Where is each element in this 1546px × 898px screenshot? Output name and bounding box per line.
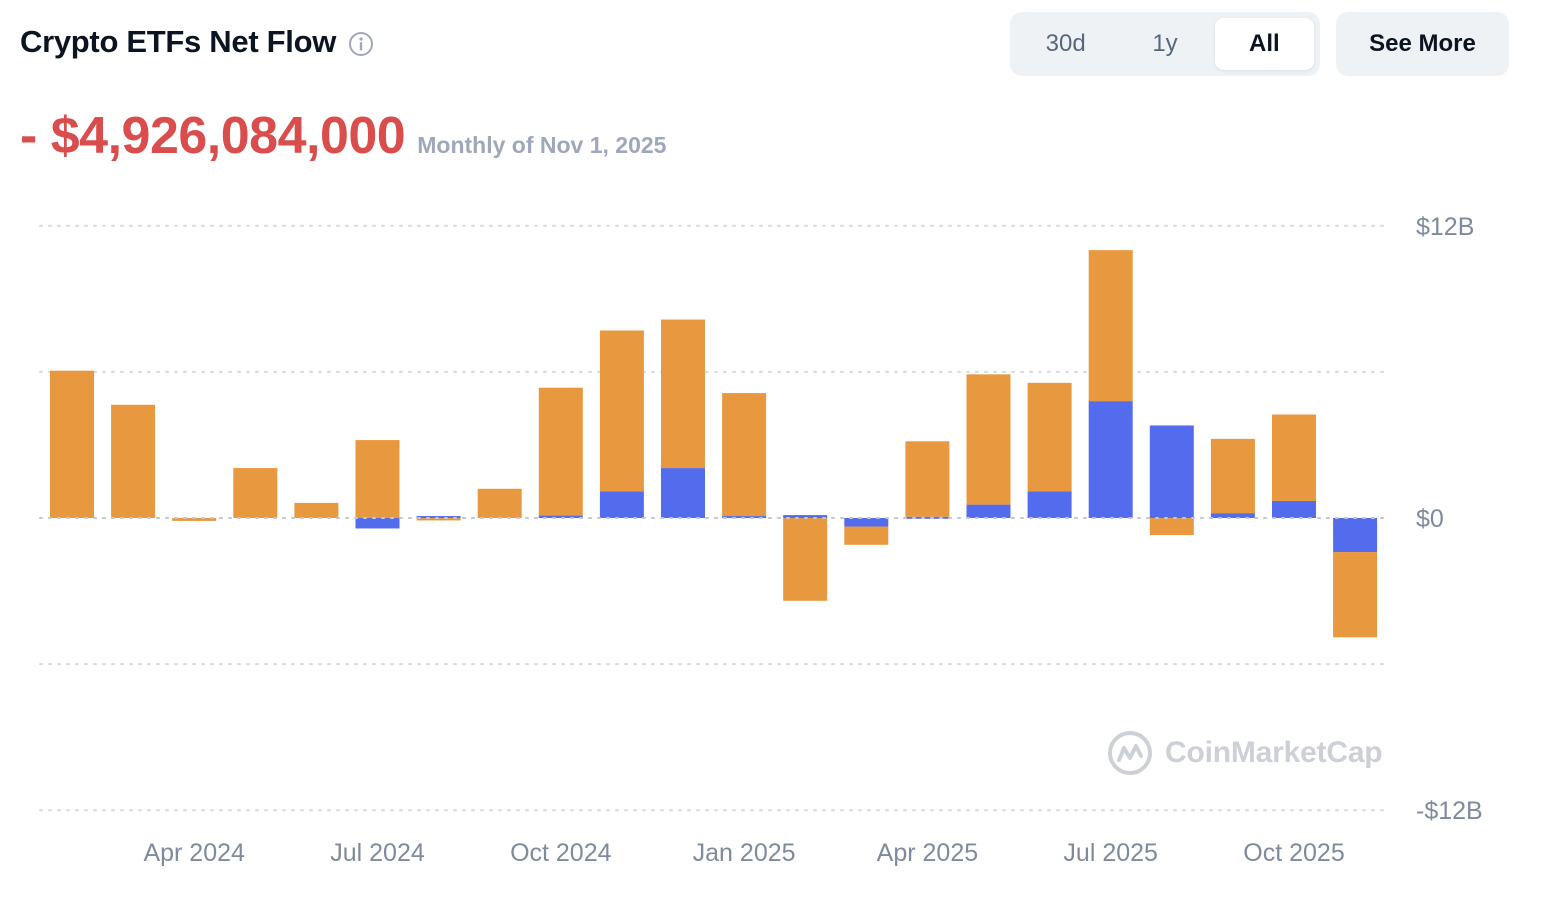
bar-btc <box>1272 414 1316 501</box>
bar-eth <box>1333 518 1378 553</box>
bar-btc <box>661 319 705 469</box>
bar-eth <box>844 518 889 527</box>
bar-eth <box>538 515 583 518</box>
y-tick-label: -$12B <box>1416 797 1483 825</box>
bar-btc <box>294 502 339 518</box>
net-flow-value: - $4,926,084,000 <box>20 107 406 165</box>
bar-eth <box>661 468 705 518</box>
bars <box>50 250 1378 638</box>
bar-btc <box>538 387 583 516</box>
range-button-30d[interactable]: 30d <box>1045 30 1086 57</box>
bar-btc <box>477 488 522 518</box>
bar-btc <box>111 404 156 518</box>
x-tick-label: Oct 2025 <box>1243 839 1344 867</box>
info-circle-icon[interactable] <box>348 31 374 57</box>
x-tick-label: Apr 2025 <box>877 839 978 867</box>
bar-btc <box>1210 438 1255 514</box>
bar-btc <box>50 370 94 518</box>
bar-btc <box>1088 250 1133 402</box>
x-tick-label: Apr 2024 <box>143 839 245 867</box>
chart-header: Crypto ETFs Net Flow <box>20 24 374 60</box>
bar-btc <box>1333 552 1378 638</box>
bar-btc <box>233 468 278 518</box>
coinmarketcap-logo-icon <box>1108 731 1152 775</box>
bar-btc <box>905 441 950 517</box>
bar-btc <box>599 330 644 492</box>
bar-eth <box>416 516 461 519</box>
bar-eth <box>1272 500 1316 518</box>
time-range-selector: 30d 1y All <box>1010 12 1320 76</box>
x-tick-label: Jan 2025 <box>693 839 796 867</box>
bar-eth <box>1149 425 1194 518</box>
x-tick-label: Oct 2024 <box>510 839 612 867</box>
x-tick-label: Jul 2025 <box>1063 839 1158 867</box>
bar-eth <box>905 516 950 519</box>
bar-btc <box>966 374 1011 505</box>
bar-eth <box>1088 401 1133 518</box>
bar-btc <box>722 393 767 517</box>
bar-eth <box>1027 491 1072 518</box>
y-tick-label: $12B <box>1416 213 1474 241</box>
bar-eth <box>355 518 400 529</box>
bar-btc <box>172 518 217 521</box>
y-tick-label: $0 <box>1416 505 1444 533</box>
x-tick-label: Jul 2024 <box>330 839 425 867</box>
bar-eth <box>1210 513 1255 518</box>
headline: - $4,926,084,000 Monthly of Nov 1, 2025 <box>20 106 666 166</box>
watermark: CoinMarketCap <box>1107 730 1383 776</box>
range-button-1y[interactable]: 1y <box>1152 30 1178 57</box>
watermark-text: CoinMarketCap <box>1165 736 1383 769</box>
bar-btc <box>1027 382 1072 492</box>
bar-btc <box>844 526 889 545</box>
bar-eth <box>599 491 644 518</box>
bar-btc <box>783 518 828 601</box>
range-button-all[interactable]: All <box>1214 18 1314 70</box>
bar-eth <box>966 504 1011 518</box>
bar-eth <box>783 515 828 518</box>
net-flow-date-note: Monthly of Nov 1, 2025 <box>417 132 667 158</box>
bar-btc <box>416 518 461 521</box>
bar-btc <box>355 440 400 518</box>
see-more-button[interactable]: See More <box>1336 12 1509 76</box>
bar-btc <box>1149 518 1194 536</box>
chart-title: Crypto ETFs Net Flow <box>20 24 337 59</box>
